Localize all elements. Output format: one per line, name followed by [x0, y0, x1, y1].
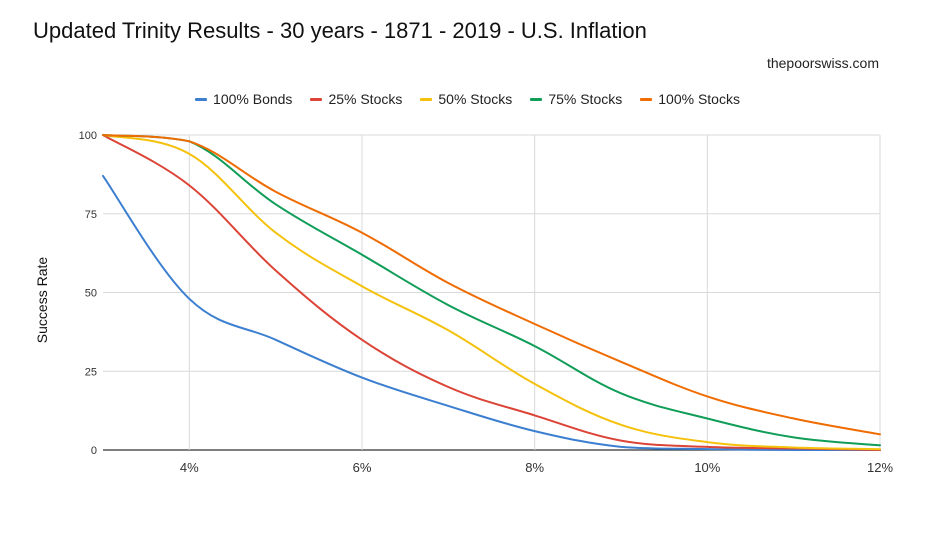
legend-label: 50% Stocks	[438, 91, 513, 107]
x-tick-label: 4%	[180, 460, 199, 475]
legend-item-50-stocks[interactable]: 50% Stocks	[420, 91, 512, 107]
x-tick-label: 6%	[353, 460, 372, 475]
grid	[103, 134, 881, 451]
series-line-50-stocks	[102, 134, 881, 451]
y-tick-label: 100	[79, 130, 97, 142]
y-tick-label: 50	[85, 288, 97, 300]
legend-item-bonds[interactable]: 100% Bonds	[195, 91, 292, 107]
legend-item-75-stocks[interactable]: 75% Stocks	[530, 91, 622, 107]
legend-swatch	[640, 97, 653, 101]
x-tick-label: 8%	[525, 460, 544, 475]
series-lines	[102, 134, 881, 452]
series-line-100-stocks	[102, 134, 881, 436]
y-tick-label: 0	[91, 445, 97, 457]
y-tick-label: 75	[85, 209, 97, 221]
legend-item-25-stocks[interactable]: 25% Stocks	[310, 91, 402, 107]
legend-item-100-stocks[interactable]: 100% Stocks	[640, 91, 740, 107]
legend-swatch	[530, 97, 543, 101]
source-label: thepoorswiss.com	[766, 55, 879, 71]
y-axis-ticks: 0 25 50 75 100	[79, 130, 97, 457]
series-line-100-bonds	[102, 174, 881, 452]
x-tick-label: 10%	[694, 460, 720, 475]
legend-label: 25% Stocks	[328, 91, 403, 107]
series-line-25-stocks	[102, 134, 881, 451]
legend-swatch	[420, 97, 433, 101]
x-axis-ticks: 4% 6% 8% 10% 12%	[180, 460, 894, 475]
legend-label: 100% Stocks	[658, 91, 740, 107]
series-line-75-stocks	[102, 134, 881, 447]
legend-swatch	[310, 97, 323, 101]
legend-label: 100% Bonds	[213, 91, 293, 107]
legend: 100% Bonds 25% Stocks 50% Stocks 75% Sto…	[0, 91, 935, 107]
chart-title: Updated Trinity Results - 30 years - 187…	[33, 18, 647, 43]
x-tick-label: 12%	[867, 460, 893, 475]
y-tick-label: 25	[85, 366, 97, 378]
legend-swatch	[195, 97, 208, 101]
legend-label: 75% Stocks	[548, 91, 623, 107]
